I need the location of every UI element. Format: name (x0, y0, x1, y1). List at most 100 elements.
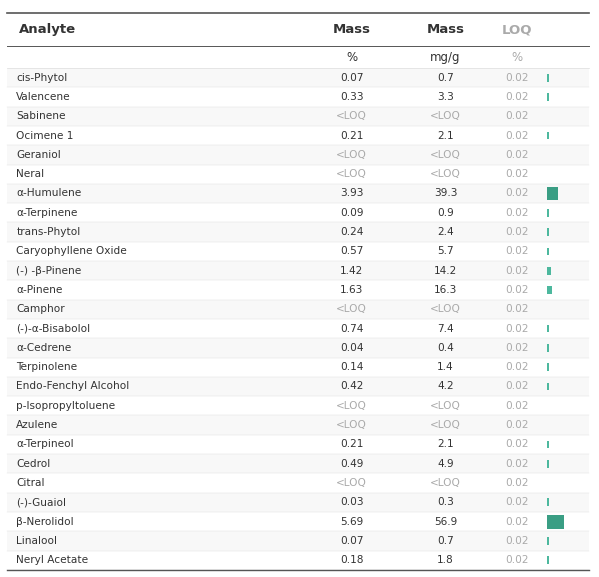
Bar (547, 267, 551, 275)
Text: 0.49: 0.49 (340, 459, 364, 469)
Text: 0.02: 0.02 (506, 189, 529, 198)
Text: <LOQ: <LOQ (430, 401, 461, 411)
Text: <LOQ: <LOQ (336, 401, 367, 411)
Bar (7, 107, 589, 126)
Text: 0.14: 0.14 (340, 362, 364, 372)
Text: Caryophyllene Oxide: Caryophyllene Oxide (16, 246, 127, 256)
Text: Ocimene 1: Ocimene 1 (16, 130, 74, 141)
Text: <LOQ: <LOQ (430, 304, 461, 314)
Text: 0.02: 0.02 (506, 459, 529, 469)
Bar (547, 556, 549, 564)
Text: 0.02: 0.02 (506, 478, 529, 488)
Text: 0.02: 0.02 (506, 362, 529, 372)
Text: α-Humulene: α-Humulene (16, 189, 81, 198)
Text: 0.02: 0.02 (506, 497, 529, 507)
Text: <LOQ: <LOQ (336, 304, 367, 314)
Bar (547, 286, 552, 294)
Text: α-Cedrene: α-Cedrene (16, 343, 71, 353)
Bar (547, 499, 549, 506)
Text: <LOQ: <LOQ (430, 169, 461, 179)
Text: 0.02: 0.02 (506, 227, 529, 237)
Text: <LOQ: <LOQ (430, 478, 461, 488)
Text: 2.1: 2.1 (437, 130, 454, 141)
Text: cis-Phytol: cis-Phytol (16, 73, 68, 83)
Bar (7, 493, 589, 512)
Bar (547, 364, 549, 371)
Text: 1.63: 1.63 (340, 285, 364, 295)
Text: 0.7: 0.7 (437, 73, 454, 83)
Text: Neral: Neral (16, 169, 44, 179)
Text: 0.57: 0.57 (340, 246, 364, 256)
Text: 0.02: 0.02 (506, 536, 529, 546)
Text: %: % (512, 51, 523, 63)
Text: 0.02: 0.02 (506, 440, 529, 449)
Text: (-)-α-Bisabolol: (-)-α-Bisabolol (16, 324, 90, 334)
Text: 0.03: 0.03 (340, 497, 364, 507)
Text: Endo-Fenchyl Alcohol: Endo-Fenchyl Alcohol (16, 381, 129, 391)
Text: mg/g: mg/g (430, 51, 461, 63)
Bar (547, 228, 549, 236)
Text: LOQ: LOQ (502, 23, 533, 36)
Text: Neryl Acetate: Neryl Acetate (16, 555, 89, 565)
Bar (547, 344, 549, 352)
Text: <LOQ: <LOQ (336, 420, 367, 430)
Bar (7, 454, 589, 473)
Text: 5.69: 5.69 (340, 516, 364, 527)
Text: Linalool: Linalool (16, 536, 58, 546)
Text: Citral: Citral (16, 478, 45, 488)
Text: %: % (346, 51, 357, 63)
Text: 1.4: 1.4 (437, 362, 454, 372)
Bar (7, 415, 589, 434)
Text: 0.3: 0.3 (437, 497, 454, 507)
Text: 0.7: 0.7 (437, 536, 454, 546)
Text: (-) -β-Pinene: (-) -β-Pinene (16, 265, 81, 276)
Text: 0.42: 0.42 (340, 381, 364, 391)
Text: 0.02: 0.02 (506, 343, 529, 353)
Text: 0.02: 0.02 (506, 92, 529, 102)
Text: 0.02: 0.02 (506, 324, 529, 334)
Text: 0.02: 0.02 (506, 516, 529, 527)
Text: 0.74: 0.74 (340, 324, 364, 334)
Text: 56.9: 56.9 (434, 516, 457, 527)
Text: 0.02: 0.02 (506, 111, 529, 121)
Text: 0.02: 0.02 (506, 150, 529, 160)
Bar (547, 93, 549, 101)
Bar (547, 186, 558, 200)
Text: 0.21: 0.21 (340, 440, 364, 449)
Bar (7, 261, 589, 280)
Text: 0.02: 0.02 (506, 169, 529, 179)
Bar (7, 377, 589, 396)
Bar (547, 248, 549, 255)
Bar (7, 531, 589, 550)
Bar (7, 145, 589, 164)
Text: Mass: Mass (426, 23, 465, 36)
Text: 0.02: 0.02 (506, 246, 529, 256)
Text: 0.18: 0.18 (340, 555, 364, 565)
Text: 3.3: 3.3 (437, 92, 454, 102)
Text: α-Pinene: α-Pinene (16, 285, 63, 295)
Text: p-Isopropyltoluene: p-Isopropyltoluene (16, 401, 116, 411)
Text: Analyte: Analyte (19, 23, 77, 36)
Text: (-)-Guaiol: (-)-Guaiol (16, 497, 66, 507)
Text: β-Nerolidol: β-Nerolidol (16, 516, 74, 527)
Text: 4.9: 4.9 (437, 459, 454, 469)
Text: 0.02: 0.02 (506, 401, 529, 411)
Text: 0.09: 0.09 (340, 208, 364, 218)
Text: 0.02: 0.02 (506, 73, 529, 83)
Text: <LOQ: <LOQ (430, 420, 461, 430)
Text: 2.4: 2.4 (437, 227, 454, 237)
Text: Terpinolene: Terpinolene (16, 362, 77, 372)
Text: 0.02: 0.02 (506, 304, 529, 314)
Text: 3.93: 3.93 (340, 189, 364, 198)
Text: trans-Phytol: trans-Phytol (16, 227, 80, 237)
Text: 0.02: 0.02 (506, 265, 529, 276)
Text: 4.2: 4.2 (437, 381, 454, 391)
Bar (547, 209, 549, 216)
Text: 0.04: 0.04 (340, 343, 364, 353)
Text: 0.4: 0.4 (437, 343, 454, 353)
Bar (547, 383, 549, 391)
Text: <LOQ: <LOQ (336, 111, 367, 121)
Text: 0.02: 0.02 (506, 555, 529, 565)
Text: Sabinene: Sabinene (16, 111, 66, 121)
Bar (547, 132, 549, 140)
